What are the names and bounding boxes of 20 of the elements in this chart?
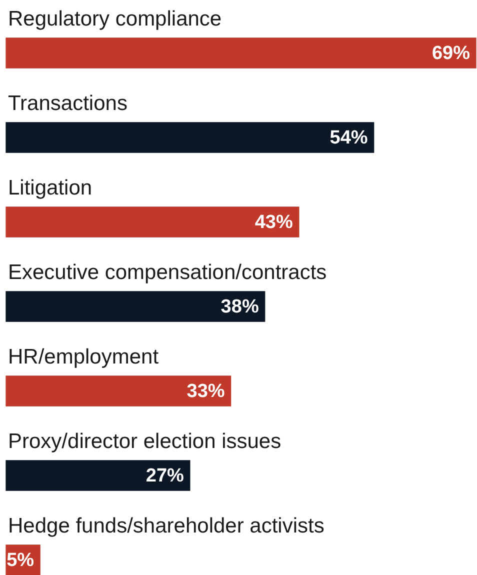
data-label: 38% — [220, 296, 259, 318]
bar — [6, 291, 266, 322]
bar — [6, 460, 190, 491]
bar — [6, 122, 374, 153]
data-label: 69% — [432, 43, 470, 64]
y-tick-label: Regulatory compliance — [8, 7, 222, 30]
bar — [6, 376, 232, 406]
data-label: 54% — [330, 128, 368, 149]
y-tick-label: Hedge funds/shareholder activists — [8, 514, 324, 538]
y-tick-label: Litigation — [8, 176, 92, 200]
data-label: 27% — [146, 466, 184, 487]
y-tick-label: Proxy/director election issues — [8, 430, 282, 453]
data-label: 33% — [186, 381, 225, 402]
y-tick-label: Executive compensation/contracts — [8, 260, 327, 284]
data-label: 43% — [254, 212, 293, 234]
y-tick-label: Transactions — [8, 92, 128, 115]
bar — [6, 38, 476, 68]
data-label: 5% — [6, 550, 34, 572]
y-tick-label: HR/employment — [8, 345, 159, 368]
bar — [6, 206, 300, 238]
